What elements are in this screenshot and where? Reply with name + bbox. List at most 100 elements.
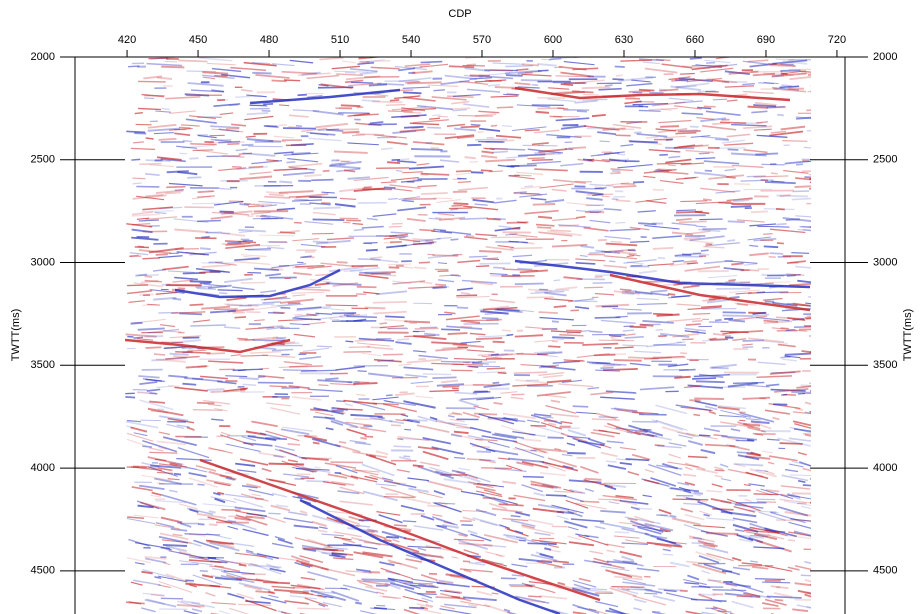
reflector bbox=[646, 201, 666, 204]
reflector bbox=[401, 506, 424, 511]
reflector bbox=[701, 137, 728, 139]
reflector bbox=[500, 392, 517, 394]
reflector bbox=[669, 443, 687, 446]
reflector bbox=[403, 521, 416, 522]
reflector bbox=[174, 133, 190, 135]
reflector bbox=[266, 403, 291, 406]
reflector bbox=[191, 543, 201, 546]
reflector bbox=[293, 110, 319, 111]
y-tick-label: 3000 bbox=[31, 256, 55, 268]
reflector bbox=[131, 148, 155, 149]
reflector bbox=[658, 120, 691, 122]
reflector bbox=[589, 551, 602, 554]
reflector bbox=[522, 74, 552, 75]
reflector bbox=[274, 136, 294, 138]
reflector bbox=[341, 105, 361, 106]
y2-tick-label: 3000 bbox=[873, 256, 897, 268]
reflector bbox=[371, 67, 400, 68]
reflector bbox=[453, 95, 481, 97]
reflector bbox=[776, 59, 795, 60]
reflector bbox=[515, 284, 544, 285]
reflector bbox=[295, 538, 330, 547]
reflector bbox=[176, 459, 211, 461]
y2-axis-label: TWTT(ms) bbox=[902, 309, 914, 362]
x-tick-label: 690 bbox=[757, 34, 775, 46]
reflector bbox=[663, 549, 671, 550]
reflector bbox=[659, 510, 671, 514]
reflector bbox=[241, 90, 252, 91]
reflector bbox=[378, 417, 385, 418]
reflector bbox=[424, 334, 439, 335]
reflector bbox=[390, 100, 399, 101]
reflector bbox=[207, 63, 236, 64]
reflector bbox=[198, 191, 214, 192]
reflector bbox=[824, 117, 839, 118]
reflector bbox=[221, 233, 245, 236]
reflector bbox=[742, 563, 762, 565]
reflector bbox=[387, 142, 408, 144]
reflector bbox=[586, 198, 602, 200]
reflector bbox=[513, 255, 532, 256]
reflector bbox=[634, 599, 646, 602]
reflector bbox=[469, 162, 478, 163]
reflector bbox=[525, 130, 540, 131]
y-tick-label: 4500 bbox=[31, 565, 55, 577]
reflector bbox=[402, 172, 423, 173]
reflector bbox=[700, 188, 735, 192]
reflector bbox=[212, 569, 225, 571]
reflector bbox=[332, 66, 360, 68]
reflector bbox=[819, 372, 850, 374]
reflector bbox=[543, 417, 553, 418]
x-tick-label: 510 bbox=[331, 34, 349, 46]
reflector bbox=[399, 457, 411, 460]
reflector bbox=[494, 403, 503, 404]
reflector bbox=[703, 247, 724, 248]
reflector bbox=[672, 518, 700, 524]
reflector bbox=[657, 446, 682, 448]
reflector bbox=[788, 540, 795, 541]
reflector bbox=[545, 395, 566, 397]
reflector bbox=[561, 422, 573, 424]
reflector bbox=[528, 596, 541, 597]
reflector bbox=[522, 64, 539, 65]
reflector bbox=[292, 397, 321, 400]
reflector bbox=[668, 454, 680, 458]
reflector bbox=[502, 519, 528, 521]
reflector bbox=[595, 602, 618, 607]
y2-tick-label: 4000 bbox=[873, 462, 897, 474]
reflector bbox=[592, 115, 606, 116]
reflector bbox=[237, 470, 256, 472]
reflector bbox=[761, 275, 784, 276]
reflector bbox=[458, 468, 470, 470]
reflector bbox=[448, 333, 468, 334]
reflector bbox=[691, 599, 727, 601]
reflector bbox=[165, 193, 181, 194]
reflector bbox=[170, 354, 189, 355]
reflector bbox=[304, 175, 321, 176]
reflector bbox=[713, 590, 747, 591]
reflector bbox=[211, 603, 235, 605]
reflector bbox=[149, 452, 177, 453]
reflector bbox=[345, 341, 353, 342]
reflector bbox=[599, 340, 634, 341]
reflector bbox=[326, 428, 334, 429]
reflector bbox=[342, 132, 359, 133]
reflector bbox=[313, 241, 329, 242]
reflector bbox=[612, 309, 642, 311]
reflector bbox=[353, 224, 364, 225]
reflector bbox=[781, 85, 791, 86]
reflector bbox=[156, 359, 186, 361]
reflector bbox=[680, 201, 707, 202]
reflector bbox=[205, 593, 215, 596]
reflector bbox=[564, 361, 584, 362]
reflector bbox=[142, 446, 152, 447]
reflector bbox=[463, 104, 489, 107]
reflector bbox=[401, 497, 431, 503]
reflector bbox=[354, 229, 364, 230]
reflector bbox=[208, 361, 243, 363]
reflector bbox=[606, 244, 638, 246]
reflector bbox=[279, 105, 289, 106]
reflector bbox=[731, 125, 766, 126]
reflector bbox=[160, 325, 175, 327]
reflector bbox=[252, 73, 271, 74]
